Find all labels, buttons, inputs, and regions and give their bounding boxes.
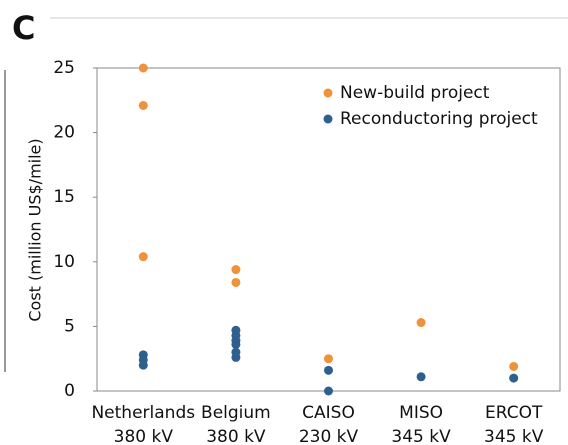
y-axis-label: Cost (million US$/mile) — [26, 138, 45, 321]
y-tick-label: 25 — [53, 58, 75, 78]
x-tick-sublabel: 345 kV — [484, 427, 544, 445]
x-tick-label: ERCOT — [485, 403, 543, 423]
x-tick-label: MISO — [399, 403, 443, 423]
x-tick-sublabel: 345 kV — [391, 427, 451, 445]
point — [138, 63, 148, 73]
x-tick-sublabel: 380 kV — [114, 427, 174, 445]
point — [231, 277, 241, 287]
x-tick-sublabel: 380 kV — [206, 427, 266, 445]
point — [231, 265, 241, 275]
y-tick-label: 20 — [53, 123, 75, 143]
point — [231, 339, 241, 349]
y-tick-label: 5 — [64, 316, 75, 336]
legend-label: New-build project — [340, 83, 490, 103]
point — [324, 386, 333, 396]
x-tick-label: CAISO — [302, 403, 355, 423]
x-tick-label: Netherlands — [91, 403, 195, 423]
point — [509, 361, 519, 371]
point — [138, 360, 148, 370]
point — [231, 352, 241, 362]
y-tick-label: 0 — [64, 381, 75, 401]
y-tick-label: 10 — [53, 252, 75, 272]
x-tick-sublabel: 230 kV — [299, 427, 359, 445]
y-tick-label: 15 — [53, 187, 75, 207]
legend-marker — [323, 88, 333, 98]
point — [138, 252, 148, 262]
legend-marker — [323, 114, 333, 124]
x-tick-label: Belgium — [201, 403, 271, 423]
point — [324, 365, 333, 375]
point — [138, 100, 148, 110]
point — [509, 373, 519, 383]
point — [416, 372, 426, 382]
panel-label: C — [12, 9, 35, 47]
point — [416, 318, 426, 328]
legend-label: Reconductoring project — [340, 109, 538, 129]
point — [324, 354, 333, 364]
